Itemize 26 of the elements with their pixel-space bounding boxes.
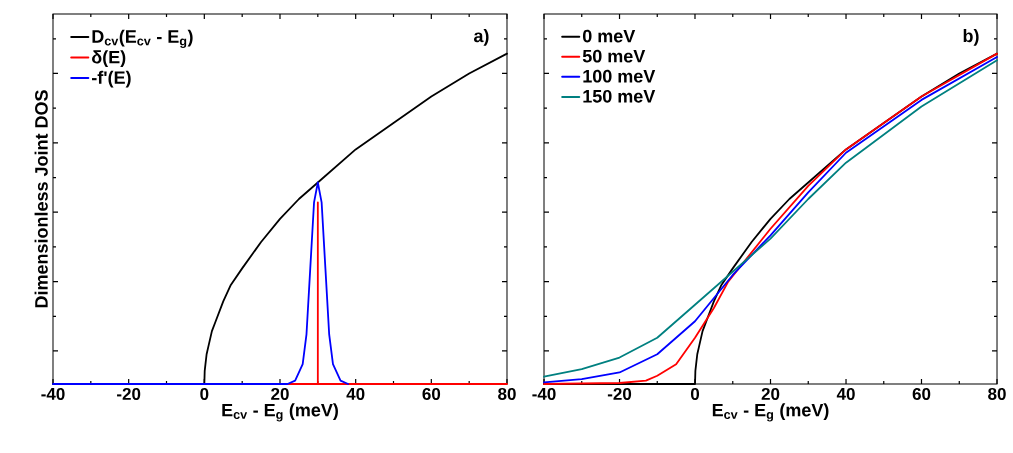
x-tick-label: 40 <box>346 387 365 400</box>
x-tick-label: 20 <box>271 387 289 400</box>
x-tick-label: 80 <box>498 387 516 400</box>
legend-label: -f'(E) <box>92 70 131 88</box>
y-axis-title: Dimensionless Joint DOS <box>34 90 48 308</box>
x-tick-label: -40 <box>532 387 556 400</box>
legend-label: δ(E) <box>92 50 126 68</box>
text: b) <box>963 29 979 46</box>
x-tick-label: -20 <box>607 387 632 400</box>
legend-label: 150 meV <box>583 89 656 103</box>
x-axis-title: E$_{cv}$ - E$_{g}$ (meV) <box>222 403 338 422</box>
x-tick-label: 60 <box>912 387 931 400</box>
x-tick-label: -20 <box>117 387 141 400</box>
legend-label: 50 meV <box>582 49 646 63</box>
legend-label: 0 meV <box>582 29 636 43</box>
text: a) <box>473 29 489 46</box>
x-axis-title: E$_{cv}$ - E$_{g}$ (meV) <box>712 403 829 422</box>
x-tick-label: 0 <box>200 387 209 400</box>
x-tick-label: 40 <box>836 387 855 400</box>
legend-label: D$_{cv}$(E$_{cv}$ - E$_{g}$) <box>92 29 193 48</box>
x-tick-label: 0 <box>690 387 700 400</box>
x-tick-label: 60 <box>422 387 441 400</box>
x-tick-label: -40 <box>41 387 65 400</box>
x-tick-label: 20 <box>761 387 780 400</box>
legend-label: 100 meV <box>583 69 656 83</box>
x-tick-label: 80 <box>988 387 1006 400</box>
